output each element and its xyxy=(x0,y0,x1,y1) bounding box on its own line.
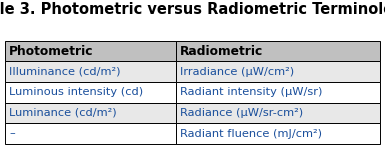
Text: Radiant fluence (mJ/cm²): Radiant fluence (mJ/cm²) xyxy=(180,128,322,139)
Text: Irradiance (μW/cm²): Irradiance (μW/cm²) xyxy=(180,67,295,77)
Text: Luminous intensity (cd): Luminous intensity (cd) xyxy=(9,87,143,97)
Bar xyxy=(5,41,176,61)
Bar xyxy=(176,82,380,103)
Text: –: – xyxy=(9,128,15,139)
Bar xyxy=(176,41,380,61)
Bar xyxy=(176,103,380,123)
Text: Luminance (cd/m²): Luminance (cd/m²) xyxy=(9,108,117,118)
Text: Radiant intensity (μW/sr): Radiant intensity (μW/sr) xyxy=(180,87,323,97)
Text: Photometric: Photometric xyxy=(9,45,94,58)
Bar xyxy=(5,61,176,82)
Bar xyxy=(176,123,380,144)
Bar xyxy=(5,82,176,103)
Text: Radiometric: Radiometric xyxy=(180,45,263,58)
Bar xyxy=(176,61,380,82)
Text: Illuminance (cd/m²): Illuminance (cd/m²) xyxy=(9,67,121,77)
Bar xyxy=(5,123,176,144)
Bar xyxy=(5,103,176,123)
Text: Radiance (μW/sr-cm²): Radiance (μW/sr-cm²) xyxy=(180,108,303,118)
Text: Table 3. Photometric versus Radiometric Terminology: Table 3. Photometric versus Radiometric … xyxy=(0,2,385,17)
